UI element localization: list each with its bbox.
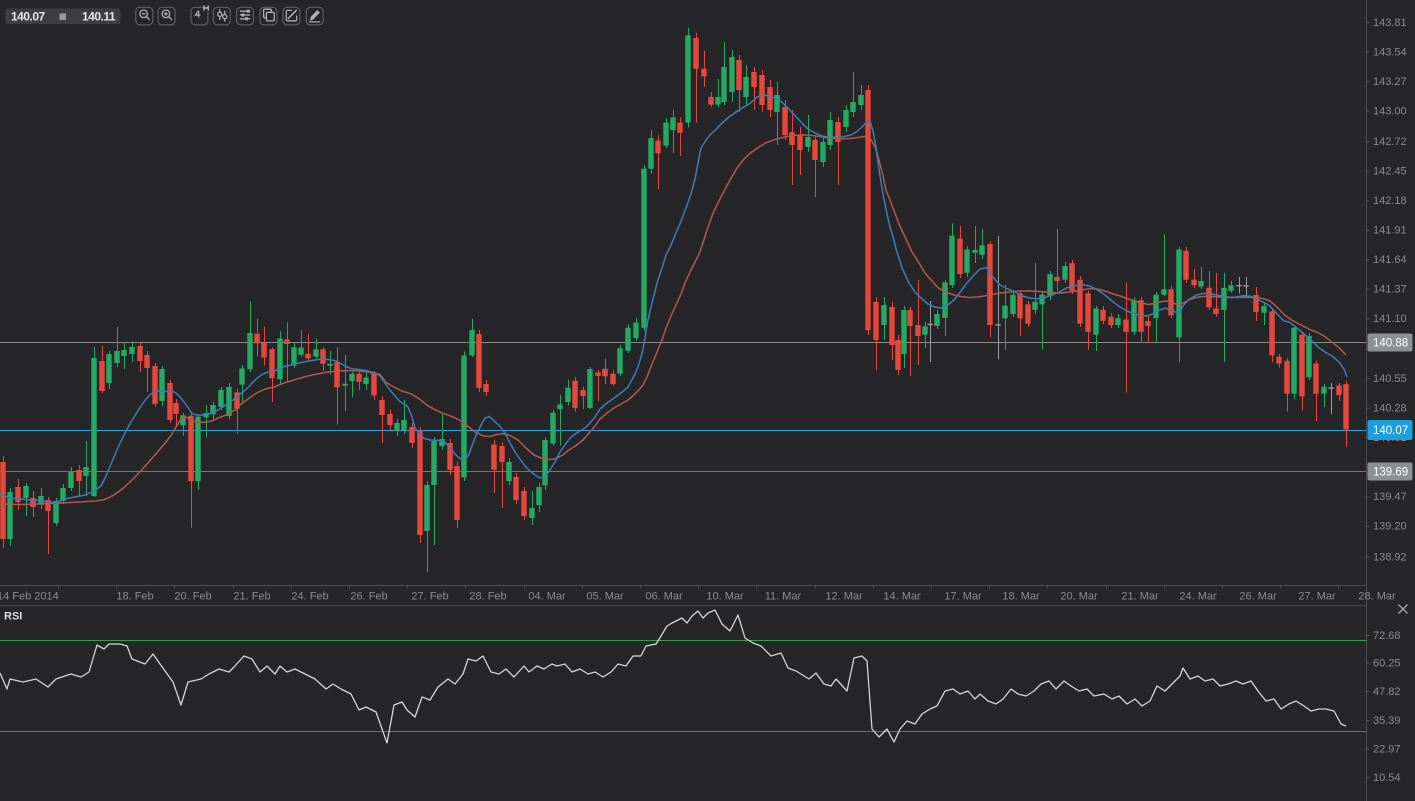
svg-text:10.54: 10.54	[1373, 772, 1401, 784]
svg-text:72.68: 72.68	[1373, 630, 1401, 642]
svg-text:18. Feb: 18. Feb	[116, 591, 153, 603]
svg-text:140.28: 140.28	[1373, 403, 1407, 415]
svg-text:28. Mar: 28. Mar	[1358, 591, 1396, 603]
svg-text:142.45: 142.45	[1373, 165, 1407, 177]
svg-text:143.27: 143.27	[1373, 76, 1407, 88]
svg-text:20. Mar: 20. Mar	[1060, 591, 1098, 603]
svg-text:140.55: 140.55	[1373, 373, 1407, 385]
svg-text:27. Mar: 27. Mar	[1298, 591, 1336, 603]
svg-text:140.07: 140.07	[11, 10, 46, 24]
svg-text:142.72: 142.72	[1373, 136, 1407, 148]
svg-text:60.25: 60.25	[1373, 658, 1401, 670]
svg-text:142.18: 142.18	[1373, 195, 1407, 207]
svg-text:24. Mar: 24. Mar	[1179, 591, 1217, 603]
svg-text:21. Feb: 21. Feb	[233, 591, 270, 603]
svg-text:27. Feb: 27. Feb	[411, 591, 448, 603]
svg-text:26. Feb: 26. Feb	[350, 591, 387, 603]
svg-text:140.07: 140.07	[1373, 425, 1408, 437]
svg-text:141.91: 141.91	[1373, 225, 1407, 237]
svg-text:24. Feb: 24. Feb	[291, 591, 328, 603]
svg-text:14. Mar: 14. Mar	[883, 591, 921, 603]
svg-text:141.37: 141.37	[1373, 284, 1407, 296]
svg-text:05. Mar: 05. Mar	[586, 591, 624, 603]
svg-text:141.10: 141.10	[1373, 313, 1407, 325]
svg-text:143.81: 143.81	[1373, 17, 1407, 29]
svg-text:06. Mar: 06. Mar	[645, 591, 683, 603]
svg-text:20. Feb: 20. Feb	[174, 591, 211, 603]
svg-text:11. Mar: 11. Mar	[765, 591, 802, 603]
svg-text:12. Mar: 12. Mar	[825, 591, 863, 603]
svg-text:47.82: 47.82	[1373, 686, 1401, 698]
svg-text:138.92: 138.92	[1373, 551, 1407, 563]
svg-text:10. Mar: 10. Mar	[706, 591, 744, 603]
svg-text:140.88: 140.88	[1373, 338, 1408, 350]
svg-text:35.39: 35.39	[1373, 715, 1401, 727]
svg-text:139.20: 139.20	[1373, 521, 1407, 533]
svg-text:140.11: 140.11	[82, 10, 116, 24]
svg-text:28. Feb: 28. Feb	[469, 591, 506, 603]
svg-text:18. Mar: 18. Mar	[1002, 591, 1040, 603]
svg-text:RSI: RSI	[4, 611, 22, 623]
svg-text:17. Mar: 17. Mar	[944, 591, 982, 603]
svg-text:22.97: 22.97	[1373, 744, 1401, 756]
svg-text:143.00: 143.00	[1373, 105, 1407, 117]
svg-text:21. Mar: 21. Mar	[1121, 591, 1159, 603]
svg-text:143.54: 143.54	[1373, 46, 1407, 58]
svg-text:26. Mar: 26. Mar	[1239, 591, 1277, 603]
svg-text:139.69: 139.69	[1373, 467, 1408, 479]
svg-text:139.47: 139.47	[1373, 491, 1407, 503]
svg-text:141.64: 141.64	[1373, 254, 1407, 266]
svg-text:14 Feb 2014: 14 Feb 2014	[0, 591, 59, 603]
svg-text:04. Mar: 04. Mar	[528, 591, 566, 603]
